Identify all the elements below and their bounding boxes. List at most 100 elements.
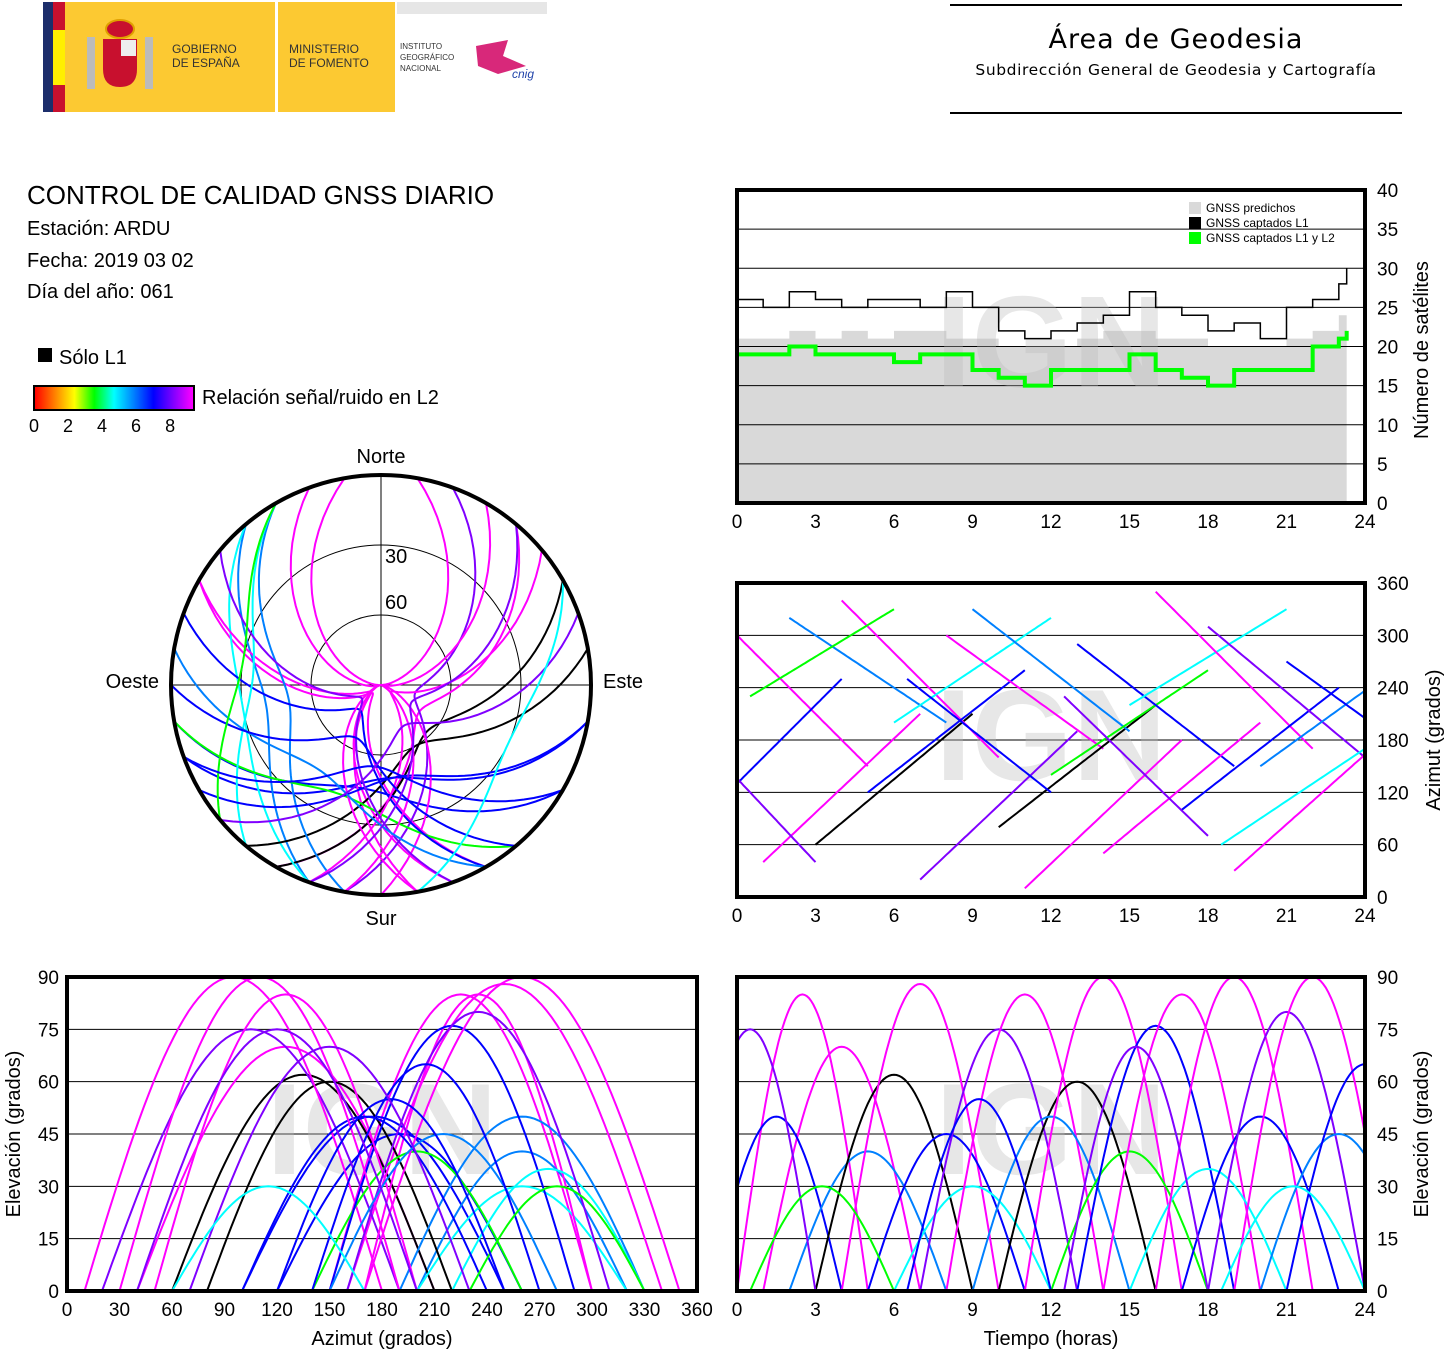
gov-line1: GOBIERNO xyxy=(172,42,237,56)
legend-swatch xyxy=(1189,217,1201,229)
y-axis-label: Elevación (grados) xyxy=(1411,1051,1433,1218)
skyplot: Norte Sur Oeste Este 30 60 xyxy=(106,446,643,930)
date-label: Fecha: 2019 03 02 xyxy=(27,250,194,272)
elevation-azimuth-track xyxy=(363,993,593,1292)
x-tick-label: 240 xyxy=(471,1300,503,1321)
elevation-azimuth-track xyxy=(468,1185,646,1292)
sky-track xyxy=(216,502,277,821)
x-tick-label: 30 xyxy=(109,1300,130,1321)
azimuth-track xyxy=(1154,590,1314,750)
azimuth-track xyxy=(867,669,1026,794)
sky-track xyxy=(183,720,589,795)
x-tick-label: 21 xyxy=(1276,1300,1297,1321)
elevation-azimuth-track xyxy=(311,1063,541,1292)
x-tick-label: 360 xyxy=(681,1300,713,1321)
elevation-azimuth-chart: 0 15 30 45 60 75 90 0 30 60 90 120 150 180 210 240 270 30… xyxy=(3,968,713,1350)
sky-track xyxy=(219,549,454,884)
y-tick-label: 90 xyxy=(38,968,59,989)
ign-watermark: IGN xyxy=(935,662,1166,808)
elevation-time-track xyxy=(1076,1024,1236,1292)
series-line-l1l2 xyxy=(737,330,1349,388)
south-label: Sur xyxy=(365,908,396,930)
elevation-time-track xyxy=(866,1132,1026,1292)
azimuth-track xyxy=(893,617,1052,724)
y-tick-label: 90 xyxy=(1377,968,1398,989)
sky-track xyxy=(198,720,589,809)
ign-logo xyxy=(397,2,547,112)
elevation-azimuth-track xyxy=(276,1098,506,1292)
x-tick-label: 15 xyxy=(1119,1300,1140,1321)
sky-track xyxy=(219,612,580,824)
azimuth-track xyxy=(906,678,1052,794)
plot-border xyxy=(735,581,1367,899)
y-tick-label: 5 xyxy=(1377,455,1388,476)
min-line2: DE FOMENTO xyxy=(289,56,369,70)
elevation-azimuth-track xyxy=(153,993,418,1292)
azimuth-track xyxy=(736,634,869,767)
report-title: CONTROL DE CALIDAD GNSS DIARIO xyxy=(27,180,495,210)
snr-tick: 2 xyxy=(63,416,74,436)
sky-track xyxy=(343,502,492,893)
west-label: Oeste xyxy=(106,671,159,693)
elevation-azimuth-track xyxy=(416,1185,628,1292)
y-tick-label: 45 xyxy=(1377,1125,1398,1146)
svg-text:cnig: cnig xyxy=(512,67,534,81)
y-tick-label: 180 xyxy=(1377,731,1409,752)
y-tick-label: 75 xyxy=(38,1020,59,1041)
x-tick-label: 60 xyxy=(161,1300,182,1321)
y-tick-label: 360 xyxy=(1377,574,1409,595)
sky-track xyxy=(173,648,487,868)
elevation-azimuth-track xyxy=(171,1185,366,1292)
l1-only-label: Sólo L1 xyxy=(59,347,127,369)
elevation-azimuth-track xyxy=(398,1115,646,1292)
elevation-azimuth-track xyxy=(451,1167,646,1292)
azimuth-track xyxy=(1050,669,1209,776)
azimuth-time-chart: 0 60 120 180 240 300 360 0 3 6 9 12 15 18 21 24 IGN Azimu… xyxy=(732,574,1445,927)
ring-label-30: 30 xyxy=(385,546,407,568)
elevation-azimuth-track xyxy=(346,1010,611,1292)
x-tick-label: 150 xyxy=(314,1300,346,1321)
y-tick-label: 40 xyxy=(1377,181,1398,202)
y-axis-label: Azimut (grados) xyxy=(1423,669,1445,810)
elevation-azimuth-track xyxy=(241,1115,506,1292)
azimuth-track xyxy=(736,678,843,785)
x-tick-label: 6 xyxy=(889,512,900,533)
elevation-time-track xyxy=(1285,1063,1366,1292)
legend-label: GNSS predichos xyxy=(1206,201,1295,215)
x-tick-label: 6 xyxy=(889,1300,900,1321)
sky-track xyxy=(183,755,564,803)
y-tick-label: 15 xyxy=(1377,377,1398,398)
azimuth-track xyxy=(998,704,1157,828)
ign-watermark: IGN xyxy=(935,269,1166,415)
x-tick-label: 18 xyxy=(1197,906,1218,927)
legend-label: GNSS captados L1 y L2 xyxy=(1206,231,1335,245)
elevation-azimuth-track xyxy=(206,1080,453,1292)
x-tick-label: 24 xyxy=(1354,512,1376,533)
x-tick-label: 24 xyxy=(1354,906,1376,927)
plot-border xyxy=(735,975,1367,1293)
y-tick-label: 30 xyxy=(38,1177,59,1198)
flag-stripe xyxy=(53,30,65,85)
x-tick-label: 0 xyxy=(732,906,743,927)
azimuth-track xyxy=(1076,643,1235,767)
elevation-time-track xyxy=(971,1115,1131,1292)
y-tick-label: 0 xyxy=(1377,494,1388,515)
ign-line3: NACIONAL xyxy=(400,64,441,73)
x-tick-label: 210 xyxy=(419,1300,451,1321)
y-tick-label: 30 xyxy=(1377,1177,1398,1198)
azimuth-track xyxy=(1063,695,1209,837)
x-tick-label: 0 xyxy=(732,1300,743,1321)
elevation-azimuth-track xyxy=(136,1028,418,1292)
x-axis-label: Tiempo (horas) xyxy=(984,1328,1119,1350)
north-label: Norte xyxy=(357,446,406,468)
azimuth-track xyxy=(1181,686,1340,811)
x-tick-label: 15 xyxy=(1119,512,1140,533)
x-tick-label: 270 xyxy=(524,1300,556,1321)
sky-track xyxy=(173,720,517,848)
snr-ticks: 0 2 4 6 8 xyxy=(29,416,199,437)
y-tick-label: 15 xyxy=(1377,1230,1398,1251)
azimuth-track xyxy=(1207,625,1366,759)
snr-tick: 8 xyxy=(165,416,176,436)
elevation-time-track xyxy=(1180,1115,1340,1292)
